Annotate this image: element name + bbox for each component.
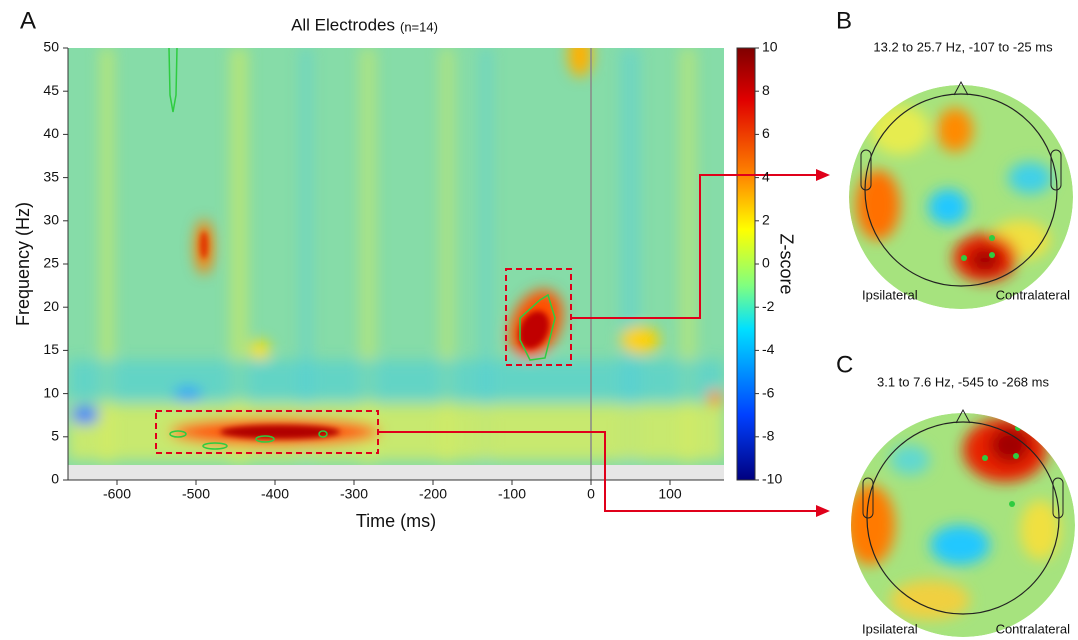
ear (860, 149, 872, 191)
x-tick-label: -100 (498, 486, 526, 502)
panel-label: B (836, 7, 852, 34)
y-tick-label: 45 (43, 82, 59, 98)
colorbar-tick-label: -4 (762, 341, 775, 357)
y-tick-label: 30 (43, 212, 59, 228)
y-axis-label: Frequency (Hz) (13, 202, 33, 326)
nose (953, 80, 969, 96)
x-tick-label: -400 (261, 486, 289, 502)
panel-label: A (20, 7, 36, 34)
colorbar (736, 47, 756, 481)
side-label: Contralateral (996, 621, 1071, 636)
title-note: (n=14) (400, 19, 438, 34)
colorbar-tick-label: 4 (762, 168, 770, 184)
colorbar-tick-label: 2 (762, 212, 770, 228)
colorbar-tick-label: -10 (762, 471, 782, 487)
topoplot (851, 413, 1075, 637)
colorbar-tick-label: -2 (762, 298, 775, 314)
heatmap (68, 48, 724, 465)
panel-label: C (836, 351, 853, 378)
x-tick-label: -300 (340, 486, 368, 502)
colorbar-tick-label: -8 (762, 428, 775, 444)
y-tick-label: 25 (43, 255, 59, 271)
topoplot-title: 3.1 to 7.6 Hz, -545 to -268 ms (877, 374, 1049, 389)
x-tick-label: 100 (658, 486, 682, 502)
colorbar-tick-label: -6 (762, 384, 775, 400)
x-tick-label: 0 (587, 486, 595, 502)
colorbar-tick-label: 10 (762, 39, 778, 55)
y-tick-label: 10 (43, 384, 59, 400)
colorbar-tick-label: 8 (762, 82, 770, 98)
chart-title: All Electrodes (291, 15, 395, 34)
y-tick-label: 0 (51, 471, 59, 487)
y-tick-label: 15 (43, 341, 59, 357)
colorbar-label: Z-score (776, 233, 796, 294)
ear (1052, 477, 1064, 519)
colorbar-tick-label: 0 (762, 255, 770, 271)
nose (955, 408, 971, 424)
topoplot (849, 85, 1073, 309)
ear (1050, 149, 1062, 191)
y-tick-label: 35 (43, 168, 59, 184)
arrowhead (816, 169, 830, 181)
side-label: Ipsilateral (862, 621, 918, 636)
side-label: Ipsilateral (862, 287, 918, 302)
x-axis-label: Time (ms) (356, 511, 436, 531)
x-tick-label: -600 (103, 486, 131, 502)
x-tick-label: -200 (419, 486, 447, 502)
arrow (378, 174, 818, 512)
arrowhead (816, 505, 830, 517)
colorbar-tick-label: 6 (762, 125, 770, 141)
x-tick-label: -500 (182, 486, 210, 502)
gray-band (68, 465, 724, 480)
y-tick-label: 5 (51, 428, 59, 444)
topoplot-title: 13.2 to 25.7 Hz, -107 to -25 ms (873, 39, 1053, 54)
ear (862, 477, 874, 519)
y-tick-label: 40 (43, 125, 59, 141)
y-tick-label: 20 (43, 298, 59, 314)
side-label: Contralateral (996, 287, 1071, 302)
y-tick-label: 50 (43, 39, 59, 55)
